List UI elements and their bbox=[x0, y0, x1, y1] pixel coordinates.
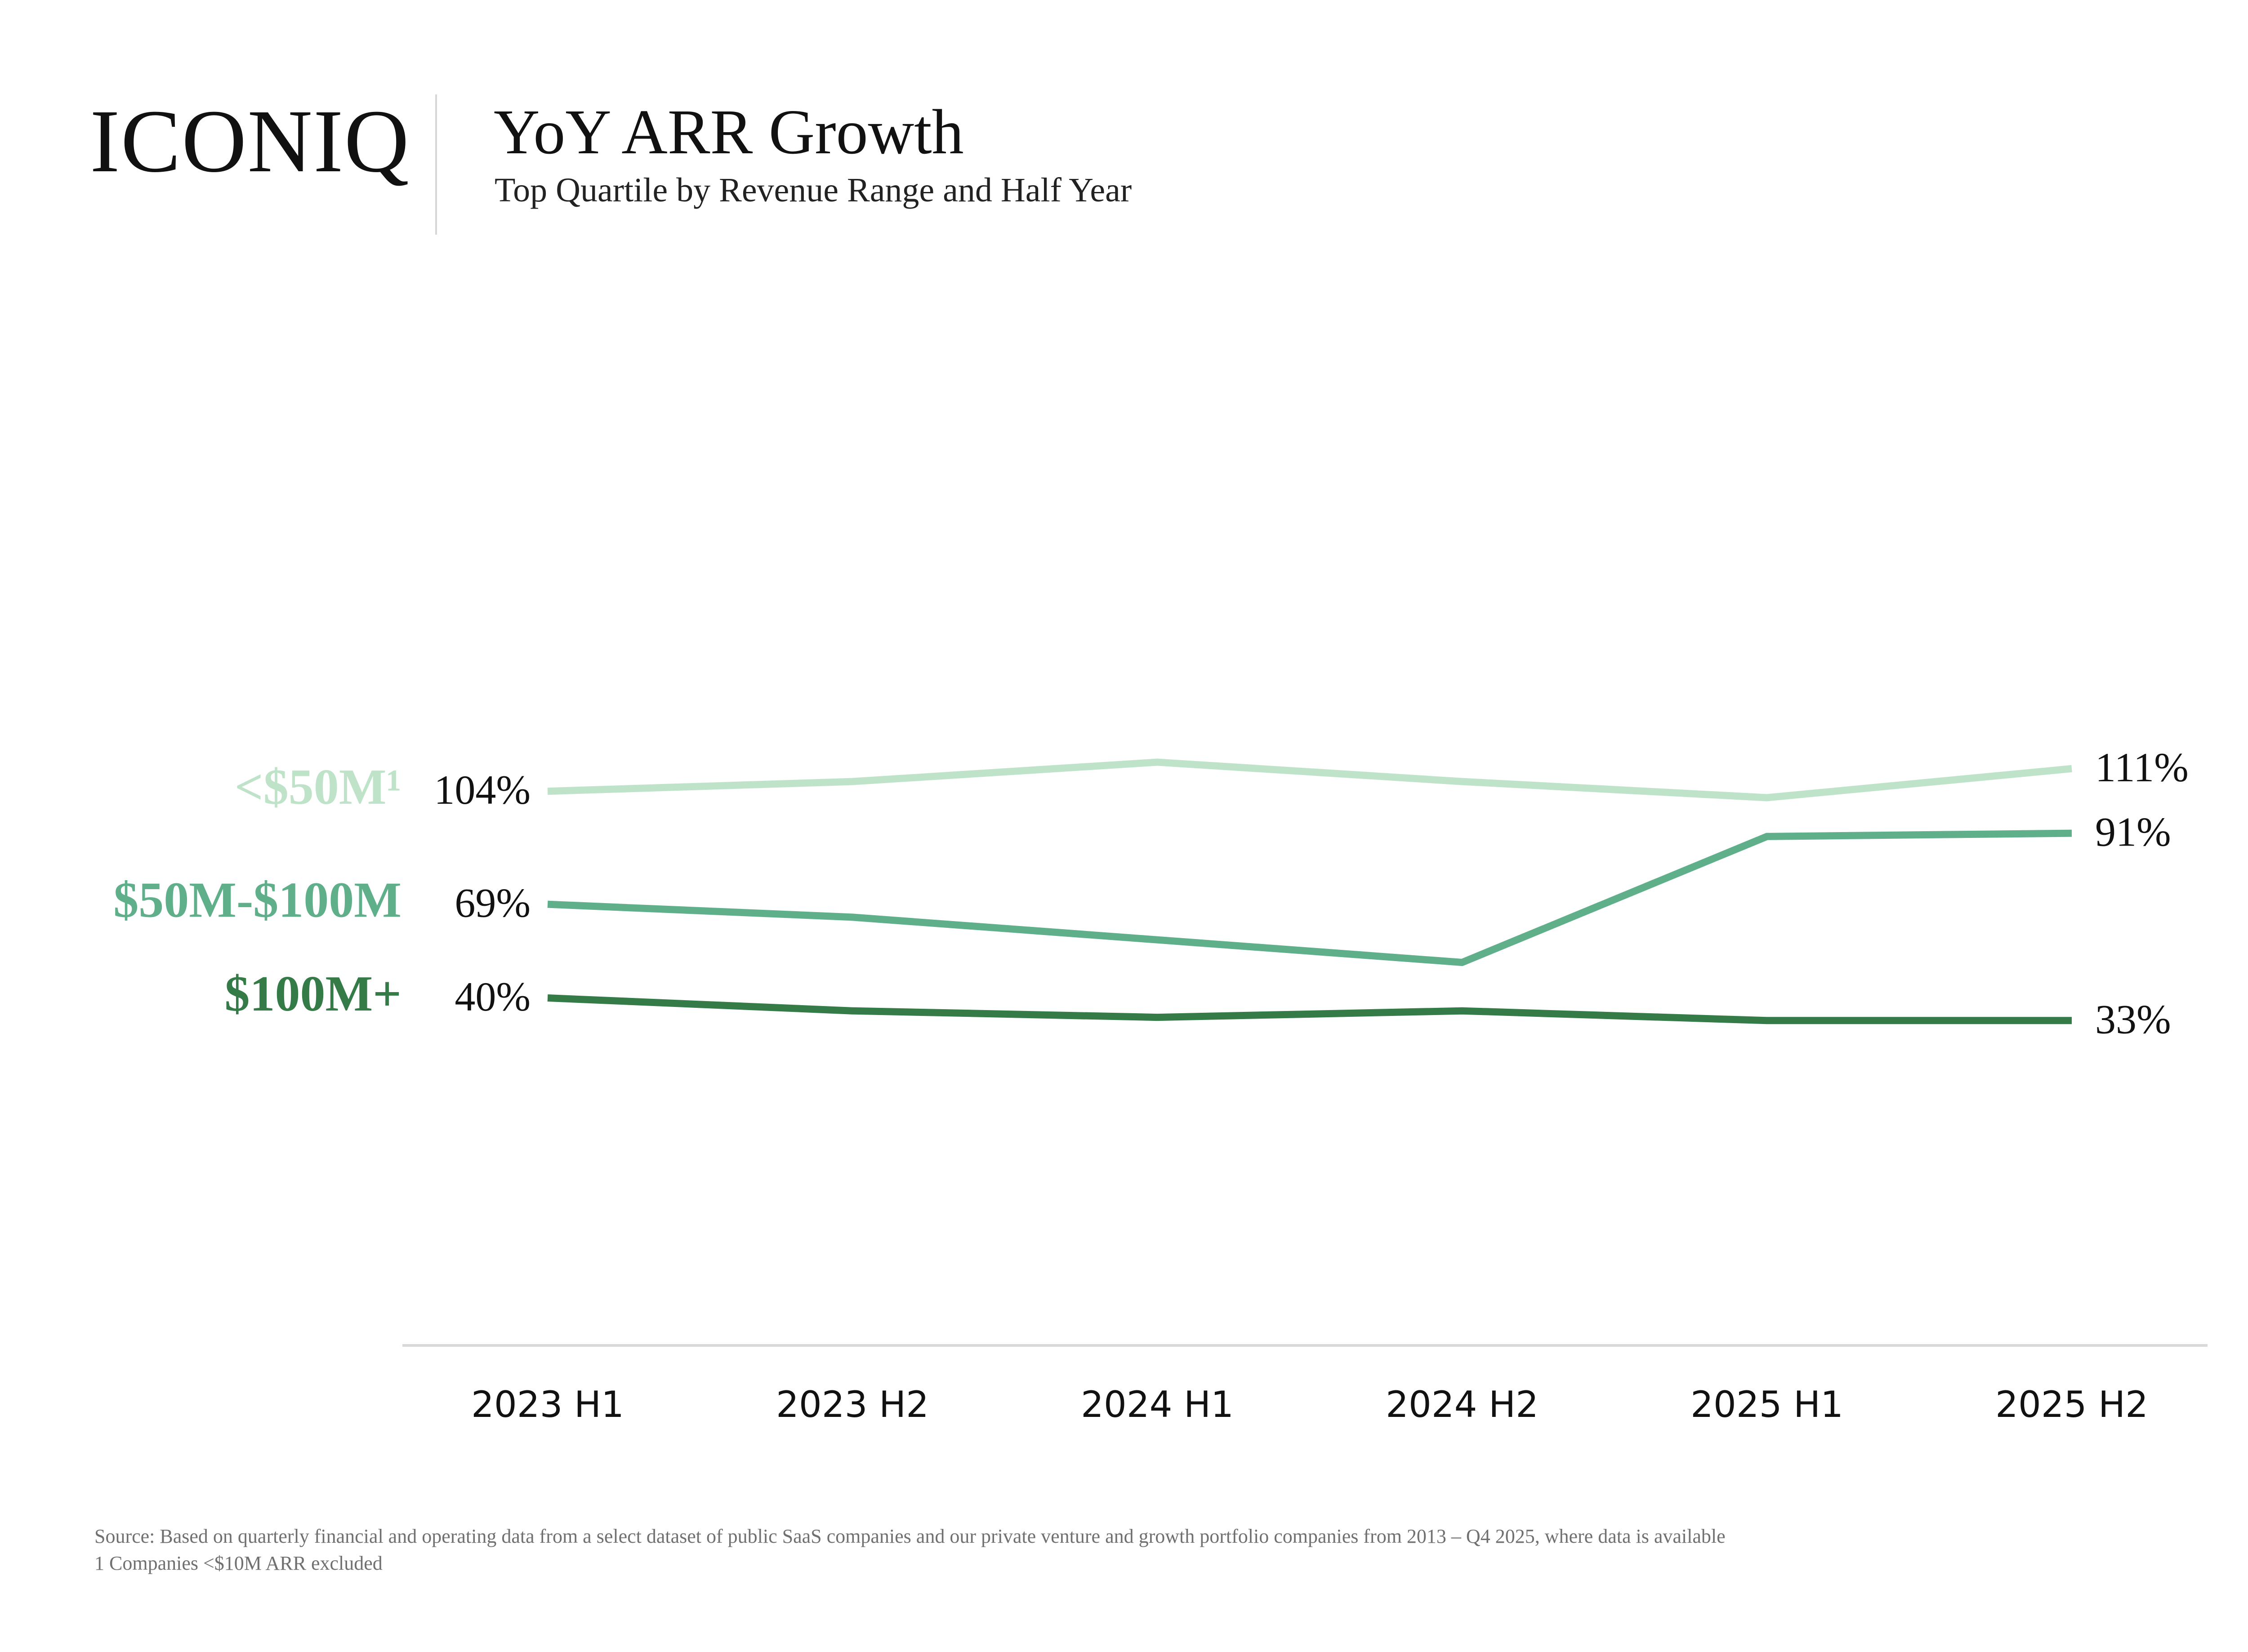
end-value-label: 111% bbox=[2095, 744, 2189, 790]
series-100m-plus: $100M+ 40% 33% bbox=[224, 966, 2171, 1042]
series-name-label: <$50M¹ bbox=[235, 759, 401, 815]
end-value-label: 91% bbox=[2095, 809, 2171, 855]
series-name-label: $50M-$100M bbox=[113, 873, 401, 928]
source-note: Source: Based on quarterly financial and… bbox=[94, 1525, 1726, 1547]
series-layer: <$50M¹ 104% 111% $50M-$100M 69% 91% $100M+ 40% 3… bbox=[113, 744, 2189, 1042]
x-tick-label: 2025 H2 bbox=[1995, 1384, 2148, 1425]
series-line-50m-100m bbox=[547, 829, 2072, 966]
series-lt-50m: <$50M¹ 104% 111% bbox=[235, 744, 2189, 815]
series-line-lt-50m bbox=[547, 758, 2072, 802]
chart-title: YoY ARR Growth bbox=[494, 96, 964, 167]
series-line-100m-plus bbox=[547, 994, 2072, 1024]
header-divider bbox=[435, 94, 437, 235]
iconiq-logo: ICONIQ bbox=[90, 92, 410, 191]
start-value-label: 69% bbox=[455, 880, 531, 926]
footnote: 1 Companies <$10M ARR excluded bbox=[94, 1552, 383, 1574]
x-tick-label: 2025 H1 bbox=[1690, 1384, 1843, 1425]
x-tick-labels: 2023 H1 2023 H2 2024 H1 2024 H2 2025 H1 2025 … bbox=[471, 1384, 2148, 1425]
chart-subtitle: Top Quartile by Revenue Range and Half Y… bbox=[495, 171, 1132, 209]
end-value-label: 33% bbox=[2095, 996, 2171, 1042]
x-tick-label: 2023 H2 bbox=[776, 1384, 929, 1425]
x-tick-label: 2023 H1 bbox=[471, 1384, 624, 1425]
start-value-label: 104% bbox=[434, 767, 531, 813]
series-name-label: $100M+ bbox=[224, 966, 401, 1022]
x-tick-label: 2024 H1 bbox=[1081, 1384, 1234, 1425]
series-50m-100m: $50M-$100M 69% 91% bbox=[113, 809, 2171, 966]
footer: Source: Based on quarterly financial and… bbox=[94, 1523, 1726, 1577]
x-tick-label: 2024 H2 bbox=[1386, 1384, 1539, 1425]
start-value-label: 40% bbox=[455, 974, 531, 1020]
